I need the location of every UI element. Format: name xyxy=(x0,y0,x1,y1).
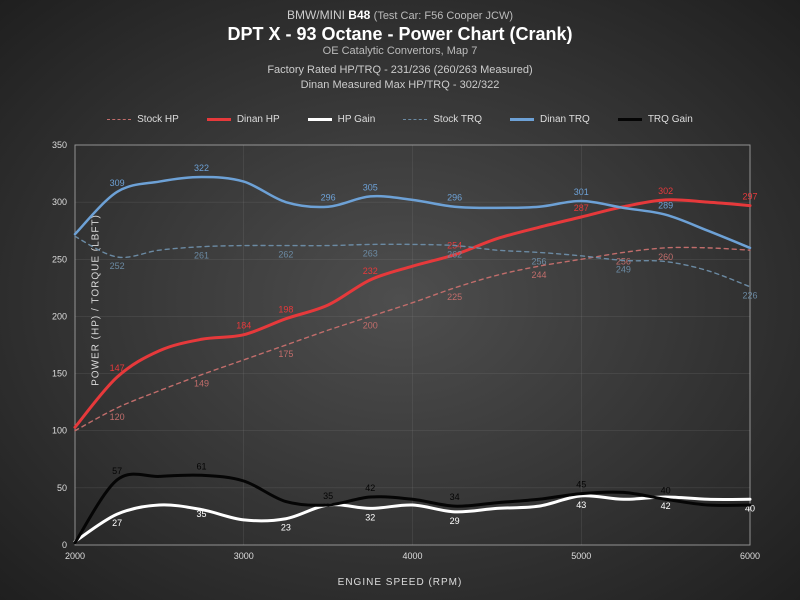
value-label: 322 xyxy=(194,163,209,173)
value-label: 296 xyxy=(321,193,336,203)
y-tick-label: 100 xyxy=(52,426,67,436)
value-label: 287 xyxy=(574,203,589,213)
value-label: 256 xyxy=(532,256,547,266)
value-label: 244 xyxy=(532,270,547,280)
y-tick-label: 300 xyxy=(52,197,67,207)
y-tick-label: 350 xyxy=(52,140,67,150)
value-label: 42 xyxy=(661,501,671,511)
value-label: 42 xyxy=(365,483,375,493)
x-tick-label: 4000 xyxy=(402,551,422,561)
chart-svg: 0 50 100 150 200 250 300 350 2000 3000 4000 5000 600… xyxy=(0,0,800,600)
value-label: 261 xyxy=(194,251,209,261)
x-tick-label: 6000 xyxy=(740,551,760,561)
value-label: 309 xyxy=(110,178,125,188)
value-label: 305 xyxy=(363,182,378,192)
value-label: 147 xyxy=(110,363,125,373)
value-label: 29 xyxy=(450,516,460,526)
value-label: 57 xyxy=(112,466,122,476)
value-label: 27 xyxy=(112,518,122,528)
y-tick-label: 200 xyxy=(52,311,67,321)
value-label: 45 xyxy=(576,480,586,490)
value-label: 262 xyxy=(278,250,293,260)
value-label: 297 xyxy=(742,192,757,202)
value-label: 249 xyxy=(616,264,631,274)
value-label: 198 xyxy=(278,305,293,315)
y-tick-label: 0 xyxy=(62,540,67,550)
value-label: 32 xyxy=(365,512,375,522)
x-tick-label: 3000 xyxy=(234,551,254,561)
value-label: 35 xyxy=(197,509,207,519)
value-label: 302 xyxy=(658,186,673,196)
value-label: 61 xyxy=(197,461,207,471)
value-label: 40 xyxy=(661,485,671,495)
value-label: 149 xyxy=(194,379,209,389)
value-label: 252 xyxy=(110,261,125,271)
value-label: 263 xyxy=(363,248,378,258)
value-label: 35 xyxy=(323,491,333,501)
value-label: 225 xyxy=(447,292,462,302)
dyno-chart-frame: BMW/MINI B48 (Test Car: F56 Cooper JCW) … xyxy=(0,0,800,600)
x-tick-label: 2000 xyxy=(65,551,85,561)
value-label: 260 xyxy=(658,252,673,262)
y-tick-label: 250 xyxy=(52,254,67,264)
value-label: 301 xyxy=(574,187,589,197)
value-label: 232 xyxy=(363,266,378,276)
value-label: 34 xyxy=(450,492,460,502)
value-label: 200 xyxy=(363,320,378,330)
value-label: 23 xyxy=(281,523,291,533)
value-label: 296 xyxy=(447,193,462,203)
value-label: 289 xyxy=(658,201,673,211)
y-tick-label: 150 xyxy=(52,369,67,379)
value-label: 120 xyxy=(110,412,125,422)
y-tick-label: 50 xyxy=(57,483,67,493)
value-label: 175 xyxy=(278,349,293,359)
value-label: 184 xyxy=(236,321,251,331)
x-tick-label: 5000 xyxy=(571,551,591,561)
value-label: 226 xyxy=(742,291,757,301)
value-label: 262 xyxy=(447,250,462,260)
value-label: 43 xyxy=(576,500,586,510)
